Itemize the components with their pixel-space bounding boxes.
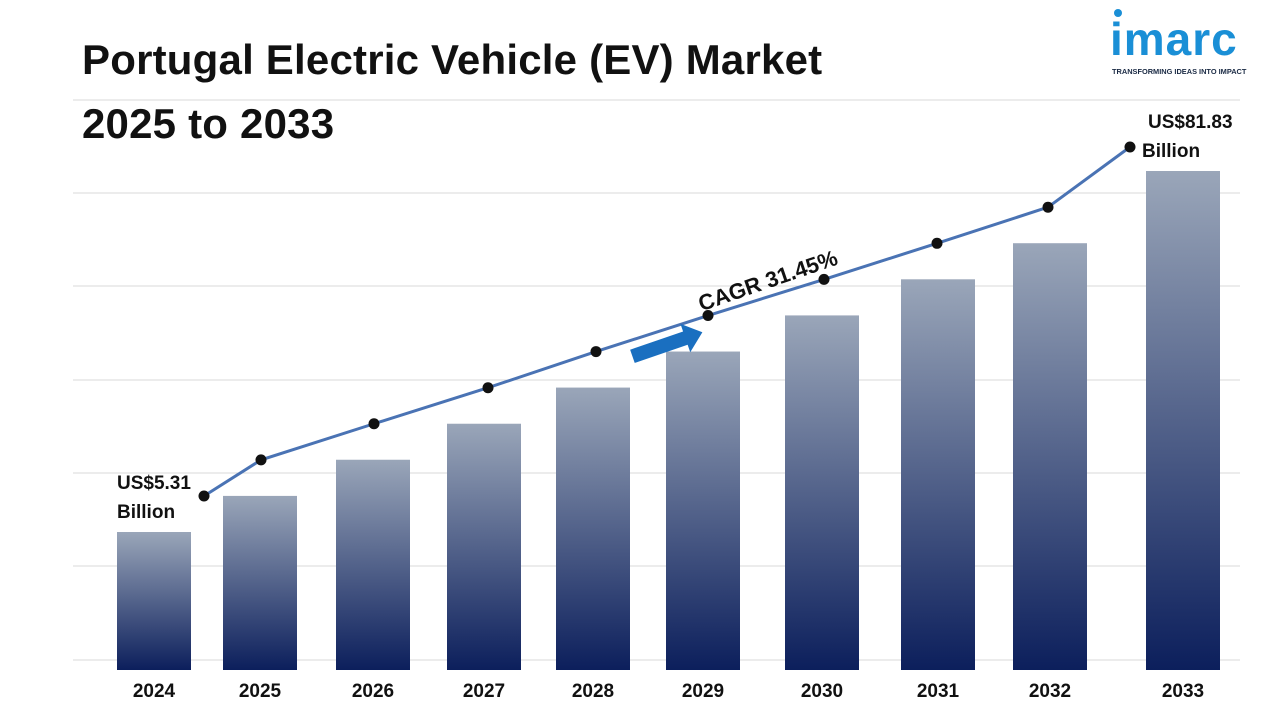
- end-value-label: US$81.83 Billion: [1142, 112, 1233, 162]
- cagr-arrow-icon: [630, 323, 703, 363]
- start-value-label: US$5.31 Billion: [117, 473, 191, 523]
- x-tick-2032: 2032: [1029, 681, 1071, 702]
- trend-marker-2032: [1042, 201, 1054, 213]
- bar-2030: [785, 315, 859, 670]
- trend-line: [203, 145, 1131, 498]
- trend-marker-2030: [818, 273, 830, 285]
- x-tick-2029: 2029: [682, 681, 724, 702]
- x-tick-2027: 2027: [463, 681, 505, 702]
- start-value-amount: US$5.31: [117, 473, 191, 494]
- logo-wordmark: imarc: [1110, 13, 1238, 65]
- x-tick-2028: 2028: [572, 681, 614, 702]
- end-value-amount: US$81.83: [1148, 112, 1233, 133]
- bar-2028: [556, 387, 630, 670]
- chart-title: Portugal Electric Vehicle (EV) Market 20…: [82, 28, 822, 156]
- trend-marker-2027: [482, 382, 494, 394]
- trend-marker-2025: [255, 454, 267, 466]
- bar-2031: [901, 279, 975, 670]
- x-axis-tick-labels: 2024 2025 2026 2027 2028 2029 2030 2031 2032 2033: [133, 681, 1204, 702]
- trend-line-group: [198, 141, 1136, 502]
- bar-2033: [1146, 171, 1220, 670]
- imarc-logo: imarc TRANSFORMING IDEAS INTO IMPACT: [1108, 6, 1276, 78]
- x-tick-2026: 2026: [352, 681, 394, 702]
- trend-marker-2029: [702, 310, 714, 322]
- chart-title-line-2: 2025 to 2033: [82, 100, 335, 147]
- logo-dot-accent: [1114, 9, 1122, 17]
- start-value-unit: Billion: [117, 502, 175, 523]
- logo-tagline: TRANSFORMING IDEAS INTO IMPACT: [1112, 67, 1247, 76]
- x-tick-2033: 2033: [1162, 681, 1204, 702]
- trend-marker-2026: [368, 418, 380, 430]
- x-tick-2031: 2031: [917, 681, 960, 702]
- bar-2027: [447, 423, 521, 670]
- bar-2025: [223, 495, 297, 670]
- trend-marker-2028: [590, 346, 602, 358]
- x-tick-2024: 2024: [133, 681, 176, 702]
- x-tick-2030: 2030: [801, 681, 843, 702]
- end-value-unit: Billion: [1142, 141, 1200, 162]
- x-tick-2025: 2025: [239, 681, 282, 702]
- bars: [117, 171, 1220, 670]
- trend-marker-2033: [1124, 141, 1136, 153]
- trend-marker-2024: [198, 490, 210, 502]
- bar-2024: [117, 532, 191, 670]
- trend-marker-2031: [931, 237, 943, 249]
- bar-2032: [1013, 243, 1087, 670]
- chart-title-line-1: Portugal Electric Vehicle (EV) Market: [82, 36, 823, 83]
- bar-2029: [666, 351, 740, 670]
- bar-2026: [336, 459, 410, 670]
